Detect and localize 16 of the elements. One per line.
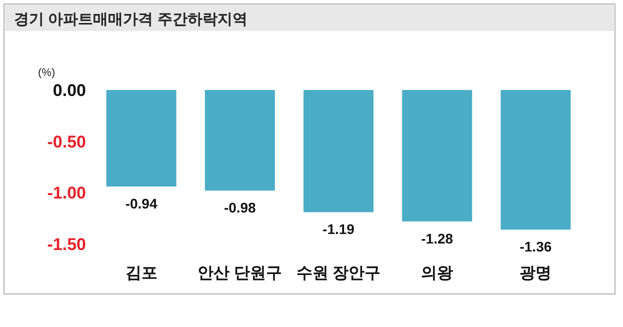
chart-title: 경기 아파트매매가격 주간하락지역 (14, 11, 248, 28)
y-tick-label: -0.50 (47, 132, 86, 152)
x-tick-label: 의왕 (421, 265, 454, 282)
y-tick-label: -1.50 (47, 235, 86, 254)
x-tick-label: 수원 장안구 (296, 265, 381, 282)
y-axis-title: (%) (38, 67, 56, 79)
y-tick-label: -1.00 (47, 184, 86, 203)
x-tick-label: 안산 단원구 (198, 265, 282, 282)
y-tick-label: 0.00 (52, 81, 86, 100)
x-tick-label: 김포 (125, 265, 158, 282)
data-label: -0.98 (224, 200, 256, 216)
data-label: -1.19 (322, 221, 355, 238)
data-label: -1.28 (421, 230, 454, 246)
data-label: -1.36 (520, 238, 552, 255)
x-tick-label: 광명 (520, 265, 552, 282)
data-label: -0.94 (125, 196, 158, 212)
